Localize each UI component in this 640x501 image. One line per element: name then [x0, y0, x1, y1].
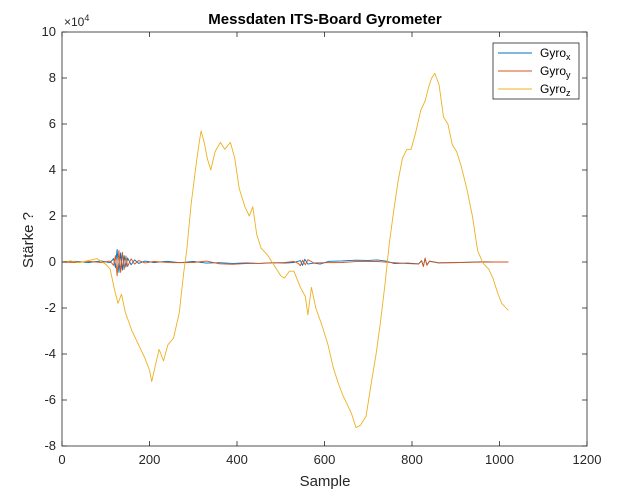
y-tick-label: -6 — [44, 392, 56, 407]
legend-label-name: Gyro — [540, 46, 566, 60]
y-tick-label: -2 — [44, 300, 56, 315]
chart-title: Messdaten ITS-Board Gyrometer — [208, 11, 442, 28]
x-axis-title: Sample — [300, 473, 351, 490]
y-tick-label: 4 — [49, 162, 56, 177]
x-tick-label: 400 — [226, 452, 248, 467]
x-tick-label: 200 — [139, 452, 161, 467]
legend-label-name: Gyro — [540, 64, 566, 78]
x-tick-label: 600 — [314, 452, 336, 467]
legend-label-x: Gyrox — [540, 46, 571, 62]
legend-label-name: Gyro — [540, 82, 566, 96]
x-tick-label: 800 — [401, 452, 423, 467]
y-tick-label: 8 — [49, 70, 56, 85]
series-layer — [61, 72, 509, 429]
legend-label-subscript: z — [566, 88, 571, 98]
y-axis-title: Stärke ? — [20, 212, 37, 268]
x-tick-label: 1200 — [573, 452, 602, 467]
legend-label-z: Gyroz — [540, 82, 571, 98]
x-tick-label: 0 — [58, 452, 65, 467]
series-line-gyro-y — [61, 250, 509, 277]
y-exponent-power: 4 — [84, 13, 89, 23]
axes-layer: 0 200 400 600 800 1000 1200 -8 -6 -4 -2 0 2 4 6 8 10 — [42, 24, 602, 467]
y-exponent-label: ×104 — [64, 13, 89, 29]
series-line-gyro-z — [61, 72, 509, 429]
y-tick-label: 2 — [49, 208, 56, 223]
y-tick-label: 10 — [42, 24, 56, 39]
y-exponent-base: ×10 — [64, 15, 85, 29]
legend-label-subscript: x — [566, 52, 571, 62]
legend-label-subscript: y — [566, 70, 571, 80]
legend-label-y: Gyroy — [540, 64, 571, 80]
y-tick-label: 6 — [49, 116, 56, 131]
y-tick-label: -8 — [44, 438, 56, 453]
y-tick-label: 0 — [49, 254, 56, 269]
y-tick-label: -4 — [44, 346, 56, 361]
x-tick-label: 1000 — [485, 452, 514, 467]
